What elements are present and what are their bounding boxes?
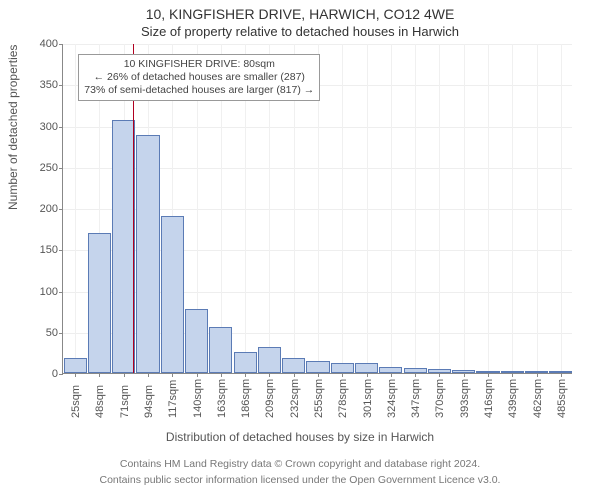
- annotation-box: 10 KINGFISHER DRIVE: 80sqm← 26% of detac…: [78, 54, 320, 101]
- y-axis-label: Number of detached properties: [6, 45, 20, 210]
- vgrid: [537, 44, 538, 373]
- ytick-label: 50: [22, 327, 58, 339]
- ytick-label: 400: [22, 38, 58, 50]
- vgrid: [561, 44, 562, 373]
- xtick-mark: [415, 373, 416, 377]
- xtick-label: 186sqm: [240, 379, 252, 418]
- xtick-mark: [197, 373, 198, 377]
- xtick-label: 117sqm: [167, 380, 179, 418]
- ytick-label: 100: [22, 286, 58, 298]
- xtick-label: 209sqm: [264, 379, 276, 418]
- vgrid: [75, 44, 76, 373]
- vgrid: [512, 44, 513, 373]
- xtick-mark: [294, 373, 295, 377]
- xtick-mark: [318, 373, 319, 377]
- vgrid: [488, 44, 489, 373]
- vgrid: [342, 44, 343, 373]
- xtick-mark: [367, 373, 368, 377]
- xtick-label: 301sqm: [362, 379, 374, 418]
- xtick-label: 370sqm: [434, 379, 446, 418]
- vgrid: [439, 44, 440, 373]
- annotation-line-2: ← 26% of detached houses are smaller (28…: [84, 71, 314, 84]
- xtick-mark: [172, 373, 173, 377]
- ytick-label: 150: [22, 244, 58, 256]
- xtick-label: 416sqm: [483, 379, 495, 418]
- xtick-mark: [391, 373, 392, 377]
- chart-title: 10, KINGFISHER DRIVE, HARWICH, CO12 4WE: [0, 6, 600, 22]
- ytick-mark: [59, 44, 63, 45]
- ytick-mark: [59, 374, 63, 375]
- histogram-bar: [88, 233, 111, 373]
- xtick-label: 324sqm: [386, 379, 398, 418]
- xtick-label: 71sqm: [119, 385, 131, 418]
- ytick-label: 250: [22, 162, 58, 174]
- histogram-bar: [234, 352, 257, 373]
- annotation-line-3: 73% of semi-detached houses are larger (…: [84, 84, 314, 97]
- xtick-label: 25sqm: [70, 385, 82, 418]
- ytick-label: 350: [22, 79, 58, 91]
- ytick-mark: [59, 168, 63, 169]
- vgrid: [367, 44, 368, 373]
- ytick-label: 200: [22, 203, 58, 215]
- xtick-mark: [488, 373, 489, 377]
- xtick-label: 393sqm: [459, 379, 471, 418]
- ytick-mark: [59, 333, 63, 334]
- histogram-bar: [136, 135, 159, 373]
- xtick-label: 94sqm: [143, 385, 155, 418]
- histogram-bar: [331, 363, 354, 373]
- xtick-mark: [561, 373, 562, 377]
- xtick-label: 232sqm: [289, 379, 301, 418]
- xtick-label: 278sqm: [337, 379, 349, 418]
- ytick-label: 300: [22, 121, 58, 133]
- histogram-bar: [64, 358, 87, 373]
- vgrid: [391, 44, 392, 373]
- xtick-mark: [464, 373, 465, 377]
- vgrid: [415, 44, 416, 373]
- histogram-bar: [161, 216, 184, 373]
- chart-container: 10, KINGFISHER DRIVE, HARWICH, CO12 4WE …: [0, 0, 600, 500]
- xtick-mark: [221, 373, 222, 377]
- ytick-mark: [59, 209, 63, 210]
- xtick-label: 140sqm: [192, 379, 204, 418]
- footer-line-1: Contains HM Land Registry data © Crown c…: [0, 458, 600, 470]
- xtick-label: 485sqm: [556, 379, 568, 418]
- histogram-bar: [209, 327, 232, 373]
- ytick-mark: [59, 250, 63, 251]
- xtick-mark: [99, 373, 100, 377]
- plot-area: 10 KINGFISHER DRIVE: 80sqm← 26% of detac…: [62, 44, 572, 374]
- ytick-mark: [59, 127, 63, 128]
- chart-subtitle: Size of property relative to detached ho…: [0, 24, 600, 39]
- histogram-bar: [258, 347, 281, 373]
- xtick-mark: [512, 373, 513, 377]
- xtick-mark: [439, 373, 440, 377]
- footer-line-2: Contains public sector information licen…: [0, 474, 600, 486]
- annotation-line-1: 10 KINGFISHER DRIVE: 80sqm: [84, 58, 314, 71]
- histogram-bar: [306, 361, 329, 373]
- ytick-mark: [59, 85, 63, 86]
- xtick-label: 347sqm: [410, 379, 422, 418]
- histogram-bar: [282, 358, 305, 373]
- xtick-label: 48sqm: [94, 385, 106, 418]
- xtick-label: 462sqm: [532, 379, 544, 418]
- vgrid: [464, 44, 465, 373]
- xtick-mark: [269, 373, 270, 377]
- xtick-mark: [75, 373, 76, 377]
- xtick-label: 439sqm: [507, 379, 519, 418]
- xtick-label: 163sqm: [216, 379, 228, 418]
- xtick-mark: [342, 373, 343, 377]
- histogram-bar: [112, 120, 135, 373]
- xtick-mark: [148, 373, 149, 377]
- histogram-bar: [185, 309, 208, 373]
- xtick-mark: [124, 373, 125, 377]
- xtick-label: 255sqm: [313, 379, 325, 418]
- x-axis-label: Distribution of detached houses by size …: [0, 430, 600, 444]
- ytick-label: 0: [22, 368, 58, 380]
- xtick-mark: [245, 373, 246, 377]
- ytick-mark: [59, 292, 63, 293]
- xtick-mark: [537, 373, 538, 377]
- histogram-bar: [355, 363, 378, 373]
